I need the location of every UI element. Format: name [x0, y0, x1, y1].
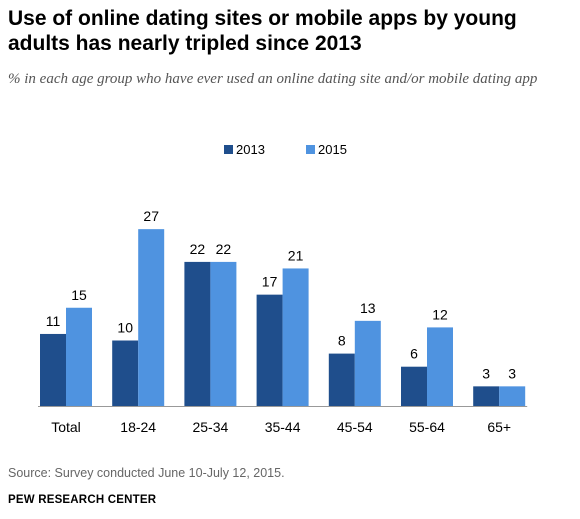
data-label-55-64-2013: 6 — [410, 346, 418, 362]
bar-65+-2015 — [499, 386, 526, 406]
data-label-65+-2015: 3 — [508, 365, 516, 381]
bar-45-54-2015 — [354, 320, 381, 406]
bars: 11 15 10 27 22 22 17 21 8 13 6 12 3 3 — [40, 208, 526, 406]
data-label-65+-2013: 3 — [482, 365, 490, 381]
source-note: Source: Survey conducted June 10-July 12… — [8, 466, 285, 480]
legend-swatch-2015 — [306, 145, 315, 154]
legend-swatch-2013 — [224, 145, 233, 154]
data-label-55-64-2015: 12 — [432, 306, 448, 322]
bar-65+-2013 — [473, 386, 500, 406]
data-label-25-34-2015: 22 — [216, 241, 232, 257]
legend-label-2013: 2013 — [236, 142, 265, 157]
x-tick-label-35-44: 35-44 — [265, 419, 301, 435]
x-tick-label-Total: Total — [51, 419, 81, 435]
legend: 2013 2015 — [224, 142, 347, 157]
data-label-35-44-2013: 17 — [262, 274, 278, 290]
data-label-25-34-2013: 22 — [190, 241, 206, 257]
data-label-18-24-2013: 10 — [117, 320, 133, 336]
data-label-18-24-2015: 27 — [143, 208, 159, 224]
bar-35-44-2013 — [256, 294, 283, 406]
bar-Total-2015 — [66, 307, 92, 406]
bar-chart: 2013 2015 11 15 10 27 22 22 17 21 8 13 6 12 3 3 Total 1… — [38, 142, 528, 435]
bar-Total-2013 — [40, 333, 66, 406]
bar-25-34-2013 — [184, 261, 211, 406]
data-label-Total-2013: 11 — [46, 313, 61, 329]
chart-subtitle: % in each age group who have ever used a… — [8, 71, 538, 87]
x-tick-label-18-24: 18-24 — [120, 419, 156, 435]
chart-title: Use of online dating sites or mobile app… — [8, 7, 517, 55]
legend-label-2015: 2015 — [318, 142, 347, 157]
bar-18-24-2013 — [112, 340, 139, 406]
organization-credit: PEW RESEARCH CENTER — [8, 494, 157, 506]
bar-25-34-2015 — [210, 261, 237, 406]
x-tick-label-55-64: 55-64 — [409, 419, 445, 435]
x-tick-label-45-54: 45-54 — [337, 419, 373, 435]
data-label-45-54-2015: 13 — [360, 300, 376, 316]
x-axis-labels: Total 18-24 25-34 35-44 45-54 55-64 65+ — [51, 419, 511, 435]
bar-18-24-2015 — [138, 229, 165, 406]
data-label-35-44-2015: 21 — [288, 247, 304, 263]
data-label-45-54-2013: 8 — [338, 333, 346, 349]
bar-35-44-2015 — [282, 268, 309, 406]
bar-45-54-2013 — [328, 353, 355, 406]
data-label-Total-2015: 15 — [71, 287, 87, 303]
x-tick-label-25-34: 25-34 — [192, 419, 228, 435]
x-tick-label-65+: 65+ — [487, 419, 511, 435]
bar-55-64-2015 — [427, 327, 453, 406]
bar-55-64-2013 — [401, 366, 427, 406]
